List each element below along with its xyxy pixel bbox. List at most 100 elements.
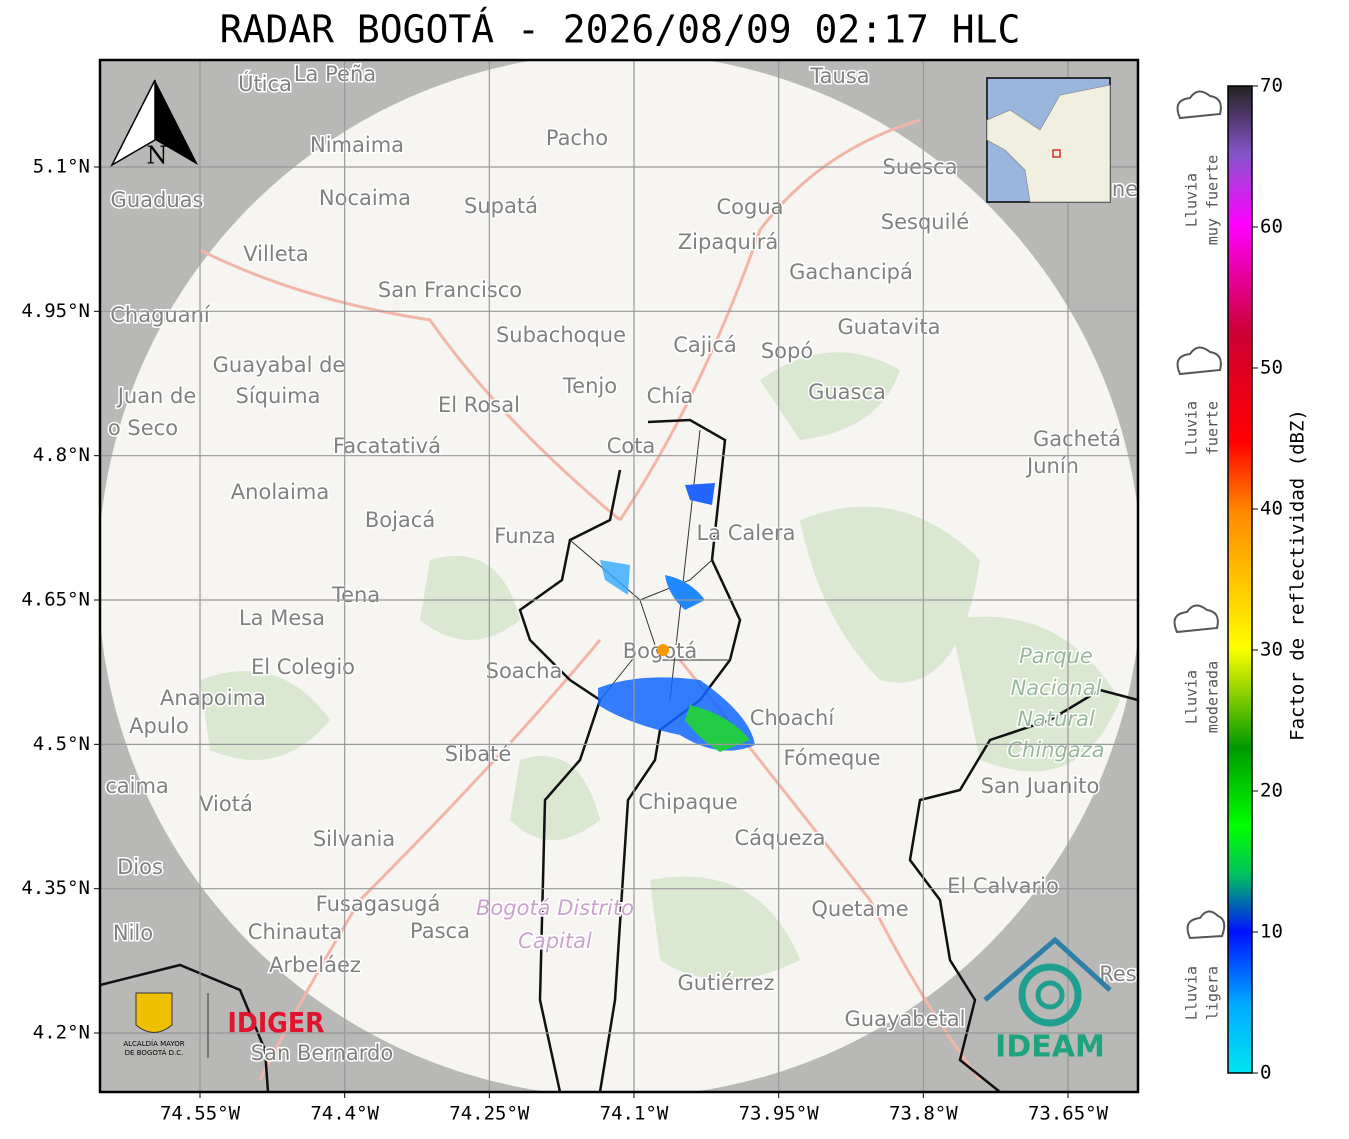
place-label: Junín bbox=[1025, 454, 1079, 478]
rain-category: Lluvia bbox=[1183, 966, 1201, 1020]
x-tick-label: 73.65°W bbox=[1028, 1103, 1109, 1125]
place-label: Útica bbox=[238, 71, 292, 96]
place-label: Sibaté bbox=[445, 742, 512, 766]
logo-text: DE BOGOTÁ D.C. bbox=[125, 1048, 184, 1057]
place-label: Parque bbox=[1019, 644, 1093, 668]
colorbar-tick-label: 0 bbox=[1260, 1062, 1271, 1084]
place-label: Gachancipá bbox=[789, 260, 913, 284]
y-tick-label: 5.1°N bbox=[33, 156, 90, 178]
x-tick-label: 74.1°W bbox=[600, 1103, 669, 1125]
place-label: Anolaima bbox=[231, 480, 329, 504]
y-tick-label: 4.8°N bbox=[33, 444, 90, 466]
logo-text: ALCALDÍA MAYOR bbox=[123, 1039, 184, 1048]
colorbar-tick-label: 40 bbox=[1260, 498, 1283, 520]
place-label: Nilo bbox=[113, 921, 153, 945]
place-label: Soacha bbox=[486, 659, 563, 683]
ideam-logo: IDEAM bbox=[983, 936, 1112, 1065]
place-label: Chingaza bbox=[1007, 738, 1104, 762]
place-label: San Juanito bbox=[981, 774, 1100, 798]
place-label: Cáqueza bbox=[735, 826, 826, 850]
radar-echoes bbox=[598, 483, 755, 752]
place-label: Apulo bbox=[129, 714, 189, 738]
place-label: La Peña bbox=[294, 62, 376, 86]
place-label: Supatá bbox=[464, 194, 538, 218]
place-label: caima bbox=[105, 774, 169, 798]
place-label: Dios bbox=[117, 855, 163, 879]
place-label: Sesquilé bbox=[881, 210, 969, 234]
place-label: Bojacá bbox=[365, 508, 435, 532]
place-label: Cogua bbox=[716, 195, 783, 219]
place-label: San Francisco bbox=[378, 278, 522, 302]
place-label: La Calera bbox=[696, 521, 795, 545]
x-tick-label: 74.25°W bbox=[449, 1103, 530, 1125]
idiger-logo: IDIGER bbox=[228, 1006, 325, 1039]
place-label: Chía bbox=[647, 384, 694, 408]
place-label: Gachetá bbox=[1033, 427, 1121, 451]
place-label: Facatativá bbox=[333, 434, 441, 458]
inset-map bbox=[986, 77, 1111, 203]
rain-category: muy fuerte bbox=[1204, 155, 1222, 245]
place-label: Funza bbox=[494, 524, 555, 548]
place-label: Pasca bbox=[410, 919, 470, 943]
place-label: Choachí bbox=[750, 706, 836, 730]
north-arrow: N bbox=[110, 79, 198, 170]
place-label: Bogotá Distrito bbox=[476, 896, 634, 920]
place-label: Pacho bbox=[546, 126, 608, 150]
colorbar-tick-label: 50 bbox=[1260, 357, 1283, 379]
place-label: Nocaima bbox=[319, 186, 411, 210]
x-tick-label: 74.4°W bbox=[310, 1103, 379, 1125]
place-label: Chipaque bbox=[638, 790, 738, 814]
map: Útica La Peña Tausa Pacho Nimaima Guaduas Noca… bbox=[100, 60, 1138, 1092]
colorbar-tick-label: 60 bbox=[1260, 216, 1283, 238]
y-tick-label: 4.95°N bbox=[21, 300, 90, 322]
place-label: Capital bbox=[518, 929, 592, 953]
colorbar-tick-label: 30 bbox=[1260, 639, 1283, 661]
place-label: Cota bbox=[607, 434, 656, 458]
place-label: Res bbox=[1099, 962, 1137, 986]
place-label: Fusagasugá bbox=[316, 892, 441, 916]
place-label: Quetame bbox=[811, 897, 908, 921]
x-tick-label: 74.55°W bbox=[160, 1103, 241, 1125]
place-label: Guayabal de bbox=[213, 353, 346, 377]
place-label: ne bbox=[1112, 177, 1138, 201]
colorbar-tick-label: 70 bbox=[1260, 75, 1283, 97]
north-label: N bbox=[147, 142, 168, 170]
rain-category: fuerte bbox=[1204, 401, 1222, 455]
place-label: La Mesa bbox=[239, 606, 325, 630]
place-label: o Seco bbox=[108, 416, 178, 440]
place-label: Nimaima bbox=[310, 133, 404, 157]
colorbar bbox=[1227, 85, 1253, 1074]
place-label: El Colegio bbox=[251, 655, 355, 679]
place-label: Guasca bbox=[808, 380, 886, 404]
ideam-text: IDEAM bbox=[995, 1030, 1105, 1065]
place-label: Villeta bbox=[243, 242, 308, 266]
place-label: El Calvario bbox=[947, 874, 1059, 898]
place-label: Arbeláez bbox=[269, 953, 361, 977]
place-label: Guaduas bbox=[111, 188, 204, 212]
place-label: Fómeque bbox=[783, 746, 880, 770]
x-tick-label: 73.95°W bbox=[739, 1103, 820, 1125]
rain-category: ligera bbox=[1204, 966, 1222, 1020]
place-label: Cajicá bbox=[673, 333, 737, 357]
place-label: Tausa bbox=[809, 64, 869, 88]
place-label: San Bernardo bbox=[251, 1041, 393, 1065]
boundaries bbox=[100, 418, 1138, 1092]
colorbar-tick-label: 10 bbox=[1260, 921, 1283, 943]
weather-icons bbox=[1173, 90, 1226, 940]
place-label: Chaguaní bbox=[110, 303, 211, 327]
place-label: Guayabetal bbox=[845, 1007, 966, 1031]
y-tick-label: 4.5°N bbox=[33, 733, 90, 755]
colorbar-tick-label: 20 bbox=[1260, 780, 1283, 802]
x-tick-label: 73.8°W bbox=[889, 1103, 958, 1125]
place-label: Tenjo bbox=[562, 374, 617, 398]
rain-category: moderada bbox=[1204, 661, 1222, 733]
place-label: Viotá bbox=[199, 792, 253, 816]
roads bbox=[199, 118, 982, 1081]
colorbar-label: Factor de reflectividad (dBZ) bbox=[1287, 409, 1309, 741]
place-label: Subachoque bbox=[496, 323, 626, 347]
map-frame bbox=[98, 58, 1140, 1094]
place-label: Síquima bbox=[236, 384, 321, 408]
y-tick-label: 4.35°N bbox=[21, 877, 90, 899]
place-label: Zipaquirá bbox=[678, 230, 778, 254]
